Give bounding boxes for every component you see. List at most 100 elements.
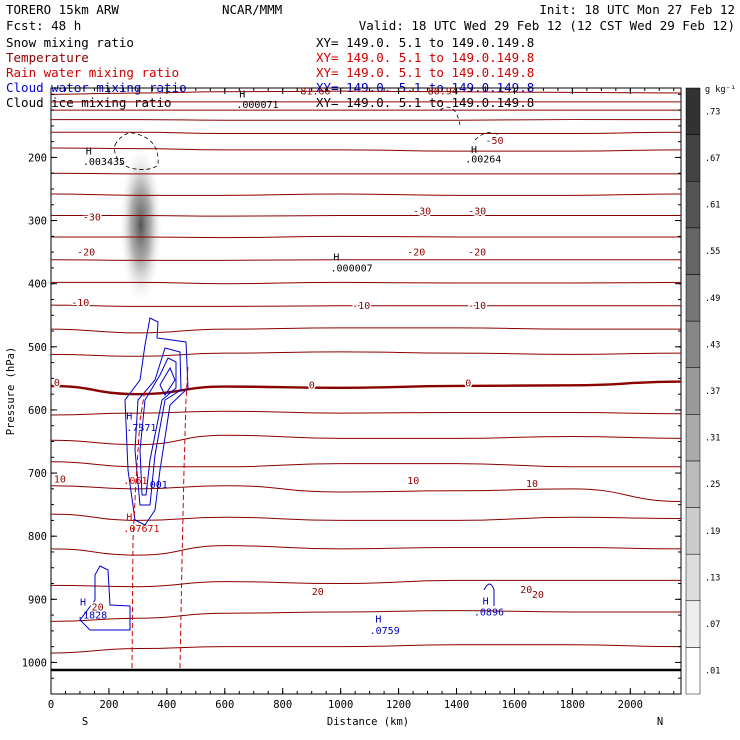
- temperature-contour-14: [50, 351, 682, 357]
- snow-mixing-ratio-max: [118, 151, 163, 316]
- legend-cloud-ice: Cloud ice mixing ratio: [6, 95, 172, 110]
- temperature-label-0: -30: [83, 213, 101, 224]
- colorbar-box-12: [685, 87, 701, 135]
- temperature-label-13: 10: [54, 475, 66, 486]
- cloud-water-column-inner: [139, 357, 177, 496]
- temperature-label-11: -10: [468, 301, 486, 312]
- temperature-label-3: 0: [54, 378, 60, 389]
- snow-shading: [118, 151, 163, 316]
- colorbar-box-0: [685, 647, 701, 695]
- maximum-label-12: H: [126, 512, 132, 523]
- temperature-contour-3: [51, 119, 681, 121]
- xy-temperature: XY= 149.0. 5.1 to 149.0.149.8: [316, 50, 534, 65]
- temperature-contour-17: [50, 434, 682, 446]
- maximum-label-16: H: [375, 615, 381, 626]
- x-tick-label-2: 400: [157, 699, 176, 711]
- y-axis-label: Pressure (hPa): [5, 347, 17, 436]
- colorbar-unit: g kg⁻¹: [705, 85, 736, 95]
- y-tick-label-7: 900: [28, 594, 47, 606]
- valid-time: Valid: 18 UTC Wed 29 Feb 12 (12 CST Wed …: [359, 18, 735, 33]
- colorbar-label-8: .49: [705, 294, 720, 304]
- maximum-label-3: .000071: [236, 100, 278, 111]
- temperature-label-1: -20: [77, 247, 95, 258]
- xy-snow: XY= 149.0. 5.1 to 149.0.149.8: [316, 35, 534, 50]
- x-tick-label-6: 1200: [386, 699, 411, 711]
- x-end-label-north: N: [657, 716, 663, 728]
- colorbar-box-9: [685, 227, 701, 275]
- cloud-ice-contours: [114, 106, 506, 170]
- maximum-label-14: H: [80, 598, 86, 609]
- temperature-contour-20: [50, 513, 682, 521]
- temperature-contour-5: [50, 147, 682, 152]
- legend-snow: Snow mixing ratio: [6, 35, 134, 50]
- colorbar-label-4: .25: [705, 480, 720, 490]
- y-tick-label-3: 500: [28, 342, 47, 354]
- y-tick-label-2: 400: [28, 279, 47, 291]
- init-time: Init: 18 UTC Mon 27 Feb 12: [539, 2, 735, 17]
- x-tick-label-0: 0: [48, 699, 54, 711]
- legend: Snow mixing ratio Temperature Rain water…: [6, 35, 534, 110]
- temperature-contour-6: [50, 172, 682, 175]
- plot-frame: [50, 87, 682, 695]
- colorbar-label-2: .13: [705, 573, 720, 583]
- colorbar-label-1: .07: [705, 620, 720, 630]
- temperature-label-2: -10: [71, 298, 89, 309]
- temperature-label-8: -20: [407, 247, 425, 258]
- colorbar-label-3: .19: [705, 527, 720, 537]
- temperature-label-14: 10: [407, 476, 419, 487]
- cloud-water-column-mid: [134, 347, 182, 506]
- y-tick-label-5: 700: [28, 468, 47, 480]
- colorbar-label-12: .73: [705, 107, 720, 117]
- xy-cloud-ice: XY= 149.0. 5.1 to 149.0.149.8: [316, 95, 534, 110]
- colorbar-box-11: [685, 134, 701, 182]
- temperature-contour-16: [50, 410, 682, 416]
- colorbar-box-7: [685, 320, 701, 368]
- colorbar-label-5: .31: [705, 434, 720, 444]
- x-tick-label-7: 1400: [444, 699, 469, 711]
- temperature-contour-11: [50, 281, 682, 285]
- maximum-label-0: H: [86, 146, 92, 157]
- x-axis-label: Distance (km): [327, 716, 409, 728]
- cloud-water-core: [159, 366, 176, 396]
- x-tick-label-10: 2000: [618, 699, 643, 711]
- y-tick-label-0: 200: [28, 152, 47, 164]
- colorbar-label-0: .01: [705, 667, 720, 677]
- temperature-label-5: 0: [465, 379, 471, 390]
- maximum-label-10: .061: [123, 476, 147, 487]
- maximum-label-18: H: [483, 596, 489, 607]
- colorbar-box-8: [685, 274, 701, 322]
- colorbar-box-10: [685, 180, 701, 229]
- y-tick-label-8: 1000: [22, 657, 47, 669]
- cloud-ice-contour-2: [474, 132, 506, 141]
- y-tick-label-1: 300: [28, 216, 47, 228]
- colorbar-label-11: .67: [705, 154, 720, 164]
- axes: 0 200 400 600 800 1000 1200 1400 1600 1800 2000200…: [22, 88, 681, 711]
- temperature-contour-18: [50, 461, 681, 468]
- maximum-label-20: -81.66: [294, 86, 330, 97]
- temperature-contour-9: [50, 235, 681, 239]
- temperature-contour-21: [50, 545, 682, 556]
- temperature-contour-15: [50, 380, 682, 396]
- temperature-label-15: 10: [526, 479, 538, 490]
- y-tick-label-6: 800: [28, 531, 47, 543]
- cloud-water-low-right: [483, 583, 495, 606]
- maximum-label-21: -80.94: [422, 86, 458, 97]
- maximum-label-19: .0896: [474, 608, 504, 619]
- colorbar-label-7: .43: [705, 340, 720, 350]
- cloud-ice-contour-1: [114, 132, 159, 170]
- temperature-label-16: 20: [312, 587, 324, 598]
- rain-contour-right: [179, 364, 189, 669]
- rain-contours: [131, 364, 189, 669]
- org-title: NCAR/MMM: [222, 2, 282, 17]
- legend-rain: Rain water mixing ratio: [6, 65, 179, 80]
- temperature-contour-7: [50, 193, 682, 196]
- maximum-label-13: .07671: [123, 524, 159, 535]
- colorbar: .01 .07 .13 .19 .25 .31 .37 .43 .49 .55 .61 .67 .73: [685, 87, 720, 695]
- model-title: TORERO 15km ARW: [6, 2, 119, 17]
- x-tick-label-3: 600: [215, 699, 234, 711]
- temperature-label-19: 20: [520, 585, 532, 596]
- maximum-label-15: .1828: [77, 610, 107, 621]
- colorbar-box-3: [685, 507, 701, 555]
- temperature-label-9: -20: [468, 247, 486, 258]
